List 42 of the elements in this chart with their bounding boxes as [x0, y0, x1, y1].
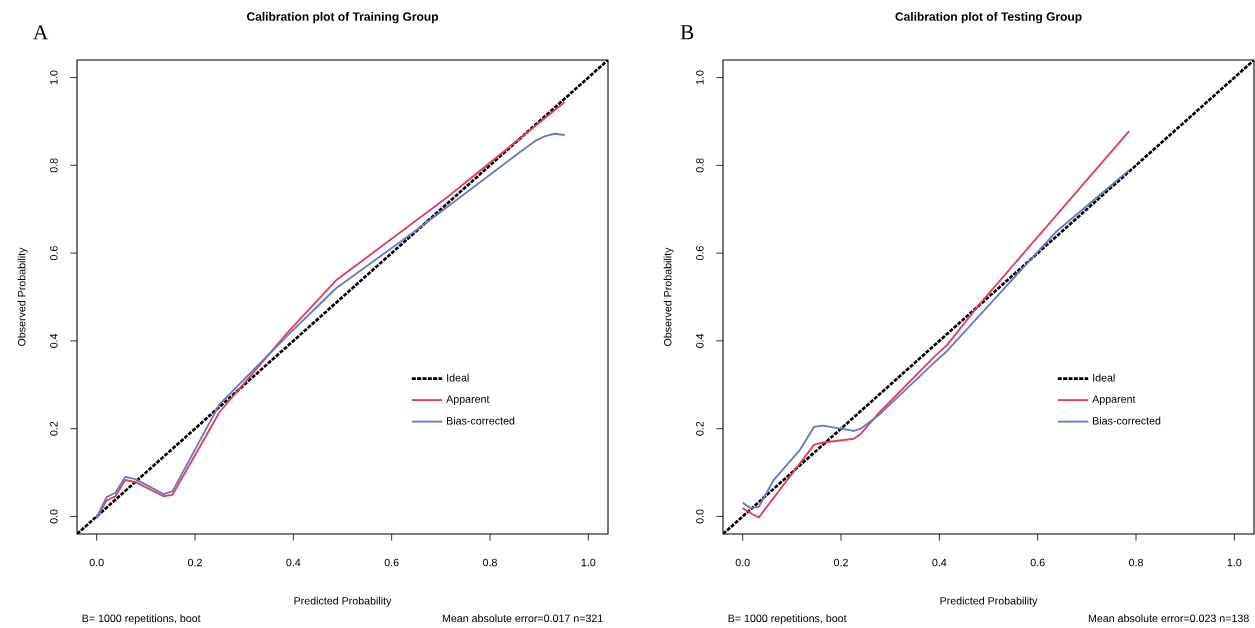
- y-tick-label: 0.8: [696, 158, 704, 173]
- x-tick-label: 0.2: [188, 558, 202, 567]
- legend-label: Apparent: [1092, 395, 1136, 405]
- legend-label: Bias-corrected: [1093, 416, 1161, 425]
- x-tick-label: 0.4: [932, 558, 947, 567]
- chart-title: Calibration plot of Training Group: [247, 12, 439, 24]
- x-tick-label: 0.6: [384, 558, 399, 567]
- y-tick-label: 0.6: [696, 246, 704, 261]
- y-axis-title: Observed Probability: [17, 247, 28, 346]
- y-tick-label: 1.0: [50, 70, 58, 85]
- text: B: [680, 25, 694, 40]
- x-axis-title: Predicted Probability: [294, 596, 392, 607]
- y-tick-label: 0.0: [50, 509, 58, 524]
- x-tick-label: 0.6: [1030, 558, 1045, 567]
- y-tick-label: 1.0: [696, 70, 704, 85]
- x-tick-label: 0.2: [834, 558, 848, 567]
- text: Mean absolute error=0.023 n=138: [1088, 614, 1249, 623]
- y-tick-label: 0.6: [50, 246, 58, 261]
- legend-label: Ideal: [1093, 373, 1115, 382]
- y-tick-label: 0.4: [696, 333, 704, 348]
- x-tick-label: 1.0: [1227, 558, 1242, 567]
- x-tick-label: 0.8: [483, 558, 497, 567]
- legend-label: Bias-corrected: [447, 416, 515, 425]
- x-axis-title: Predicted Probability: [940, 596, 1038, 607]
- y-tick-label: 0.2: [50, 421, 58, 436]
- legend-label: Ideal: [447, 373, 469, 382]
- x-tick-label: 0.8: [1129, 558, 1143, 567]
- x-tick-label: 0.4: [286, 558, 301, 567]
- y-tick-label: 0.8: [50, 158, 58, 173]
- legend-label: Apparent: [446, 395, 490, 405]
- x-tick-label: 0.0: [735, 558, 750, 567]
- text: A: [33, 25, 49, 40]
- text: Mean absolute error=0.017 n=321: [442, 614, 603, 623]
- y-tick-label: 0.4: [50, 333, 58, 348]
- text: B= 1000 repetitions, boot: [728, 614, 847, 625]
- y-axis-title: Observed Probability: [663, 247, 674, 346]
- y-tick-label: 0.2: [696, 421, 704, 436]
- x-tick-label: 0.0: [89, 558, 104, 567]
- text: B= 1000 repetitions, boot: [82, 614, 201, 625]
- y-tick-label: 0.0: [696, 509, 704, 524]
- x-tick-label: 1.0: [581, 558, 596, 567]
- chart-title: Calibration plot of Testing Group: [895, 12, 1082, 24]
